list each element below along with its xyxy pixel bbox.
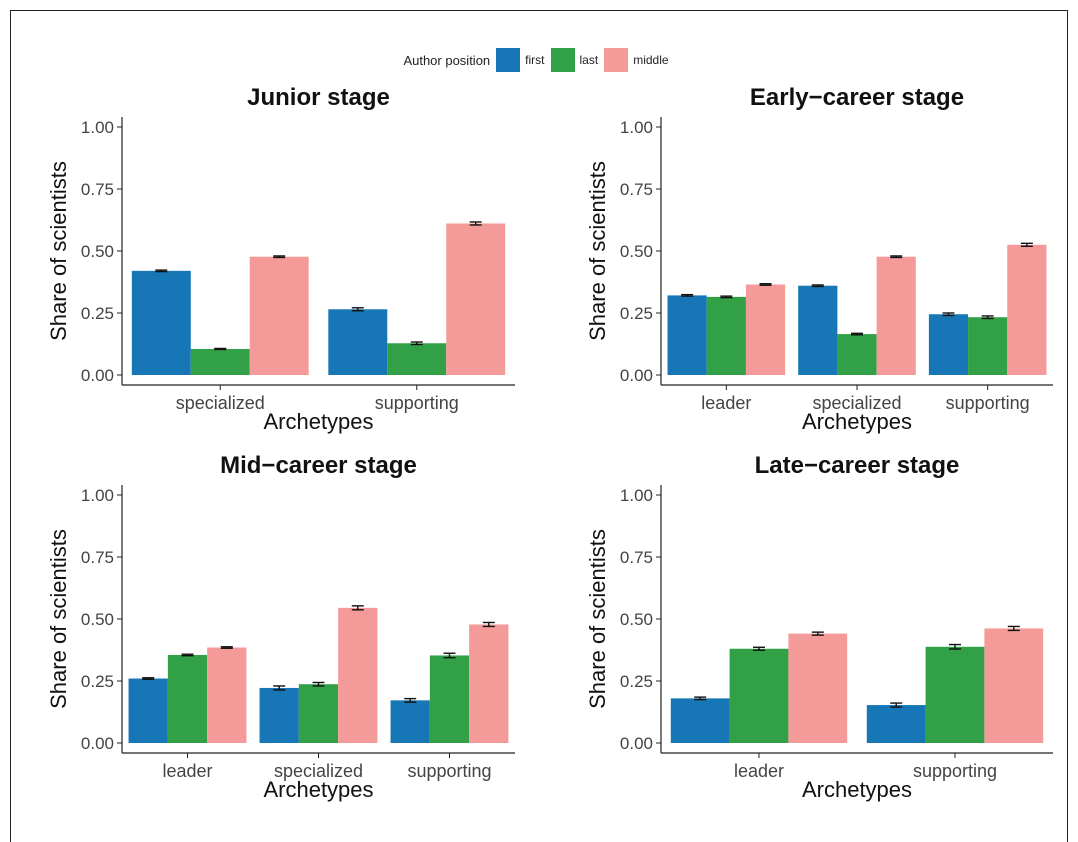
legend-label-first: first — [525, 53, 545, 67]
y-tick-label: 0.00 — [620, 366, 653, 385]
bar-last — [925, 646, 985, 743]
bar-last — [968, 317, 1008, 375]
x-tick-label: supporting — [913, 761, 997, 781]
chart-late-career-stage: Late−career stage 0.00 0.25 0.50 0.75 1.00 Sha… — [585, 452, 1053, 802]
bar-last — [298, 684, 339, 743]
bar-first — [670, 698, 730, 743]
bar-last — [429, 655, 470, 743]
bar-first — [131, 270, 191, 375]
x-tick-label: leader — [701, 393, 751, 413]
legend-label-last: last — [579, 53, 599, 67]
x-axis-label: Archetypes — [263, 777, 373, 802]
bar-middle — [745, 284, 786, 375]
x-axis-label: Archetypes — [802, 409, 912, 434]
y-tick-label: 1.00 — [81, 118, 114, 137]
y-axis-label: Share of scientists — [585, 161, 610, 341]
x-tick-label: supporting — [407, 761, 491, 781]
figure-frame — [10, 10, 1068, 842]
bar-middle — [1007, 244, 1047, 375]
y-tick-label: 0.50 — [81, 242, 114, 261]
bar-last — [190, 348, 250, 375]
bar-middle — [446, 223, 506, 375]
bar-last — [387, 343, 447, 375]
y-tick-label: 1.00 — [81, 486, 114, 505]
x-tick-label: specialized — [274, 761, 363, 781]
chart-title: Late−career stage — [755, 452, 960, 479]
chart-title: Early−career stage — [750, 84, 964, 111]
y-tick-label: 0.25 — [620, 672, 653, 691]
bar-middle — [469, 624, 509, 743]
chart-mid-career-stage: Mid−career stage 0.00 0.25 0.50 0.75 1.00 Shar… — [46, 452, 515, 802]
y-tick-label: 1.00 — [620, 118, 653, 137]
bar-middle — [876, 256, 916, 375]
y-tick-label: 1.00 — [620, 486, 653, 505]
bar-first — [128, 678, 168, 743]
bar-first — [667, 295, 707, 375]
y-tick-label: 0.50 — [81, 610, 114, 629]
y-tick-label: 0.00 — [620, 734, 653, 753]
bar-first — [390, 700, 430, 743]
y-tick-label: 0.75 — [81, 180, 114, 199]
y-tick-label: 0.25 — [81, 304, 114, 323]
legend-item-middle: middle — [604, 48, 669, 72]
bar-middle — [249, 256, 309, 375]
y-tick-label: 0.75 — [620, 548, 653, 567]
legend-swatch-last — [550, 48, 575, 72]
bar-last — [706, 296, 746, 375]
x-tick-label: leader — [162, 761, 212, 781]
y-tick-label: 0.50 — [620, 242, 653, 261]
x-tick-label: specialized — [176, 393, 265, 413]
bar-middle — [788, 633, 848, 743]
y-tick-label: 0.75 — [81, 548, 114, 567]
bar-last — [837, 334, 877, 375]
bar-first — [928, 314, 969, 375]
chart-early-career-stage: Early−career stage 0.00 0.25 0.50 0.75 1.00 Sh… — [585, 84, 1053, 434]
y-tick-label: 0.00 — [81, 366, 114, 385]
y-tick-label: 0.00 — [81, 734, 114, 753]
bar-middle — [338, 607, 378, 743]
bar-last — [167, 654, 208, 743]
legend-swatch-first — [496, 48, 521, 72]
bar-first — [328, 309, 388, 375]
legend-item-last: last — [550, 48, 599, 72]
legend-item-first: first — [496, 48, 545, 72]
bar-middle — [984, 628, 1044, 743]
y-tick-label: 0.25 — [620, 304, 653, 323]
chart-title: Junior stage — [247, 84, 390, 111]
legend-label-middle: middle — [633, 53, 669, 67]
y-axis-label: Share of scientists — [46, 529, 71, 709]
bar-first — [798, 285, 838, 375]
bar-first — [866, 705, 926, 743]
chart-junior-stage: Junior stage 0.00 0.25 0.50 0.75 1.00 Share of… — [46, 84, 515, 434]
chart-title: Mid−career stage — [220, 452, 417, 479]
legend-title: Author position — [403, 52, 491, 68]
x-tick-label: supporting — [946, 393, 1030, 413]
x-tick-label: specialized — [812, 393, 901, 413]
x-tick-label: supporting — [375, 393, 459, 413]
y-axis-label: Share of scientists — [46, 161, 71, 341]
x-axis-label: Archetypes — [802, 777, 912, 802]
y-tick-label: 0.25 — [81, 672, 114, 691]
x-axis-label: Archetypes — [263, 409, 373, 434]
legend: Author position first last middle — [0, 48, 1078, 72]
y-tick-label: 0.50 — [620, 610, 653, 629]
bar-middle — [207, 647, 247, 743]
x-tick-label: leader — [734, 761, 784, 781]
bar-first — [259, 687, 299, 743]
legend-swatch-middle — [604, 48, 629, 72]
y-tick-label: 0.75 — [620, 180, 653, 199]
y-axis-label: Share of scientists — [585, 529, 610, 709]
bar-last — [729, 648, 789, 743]
